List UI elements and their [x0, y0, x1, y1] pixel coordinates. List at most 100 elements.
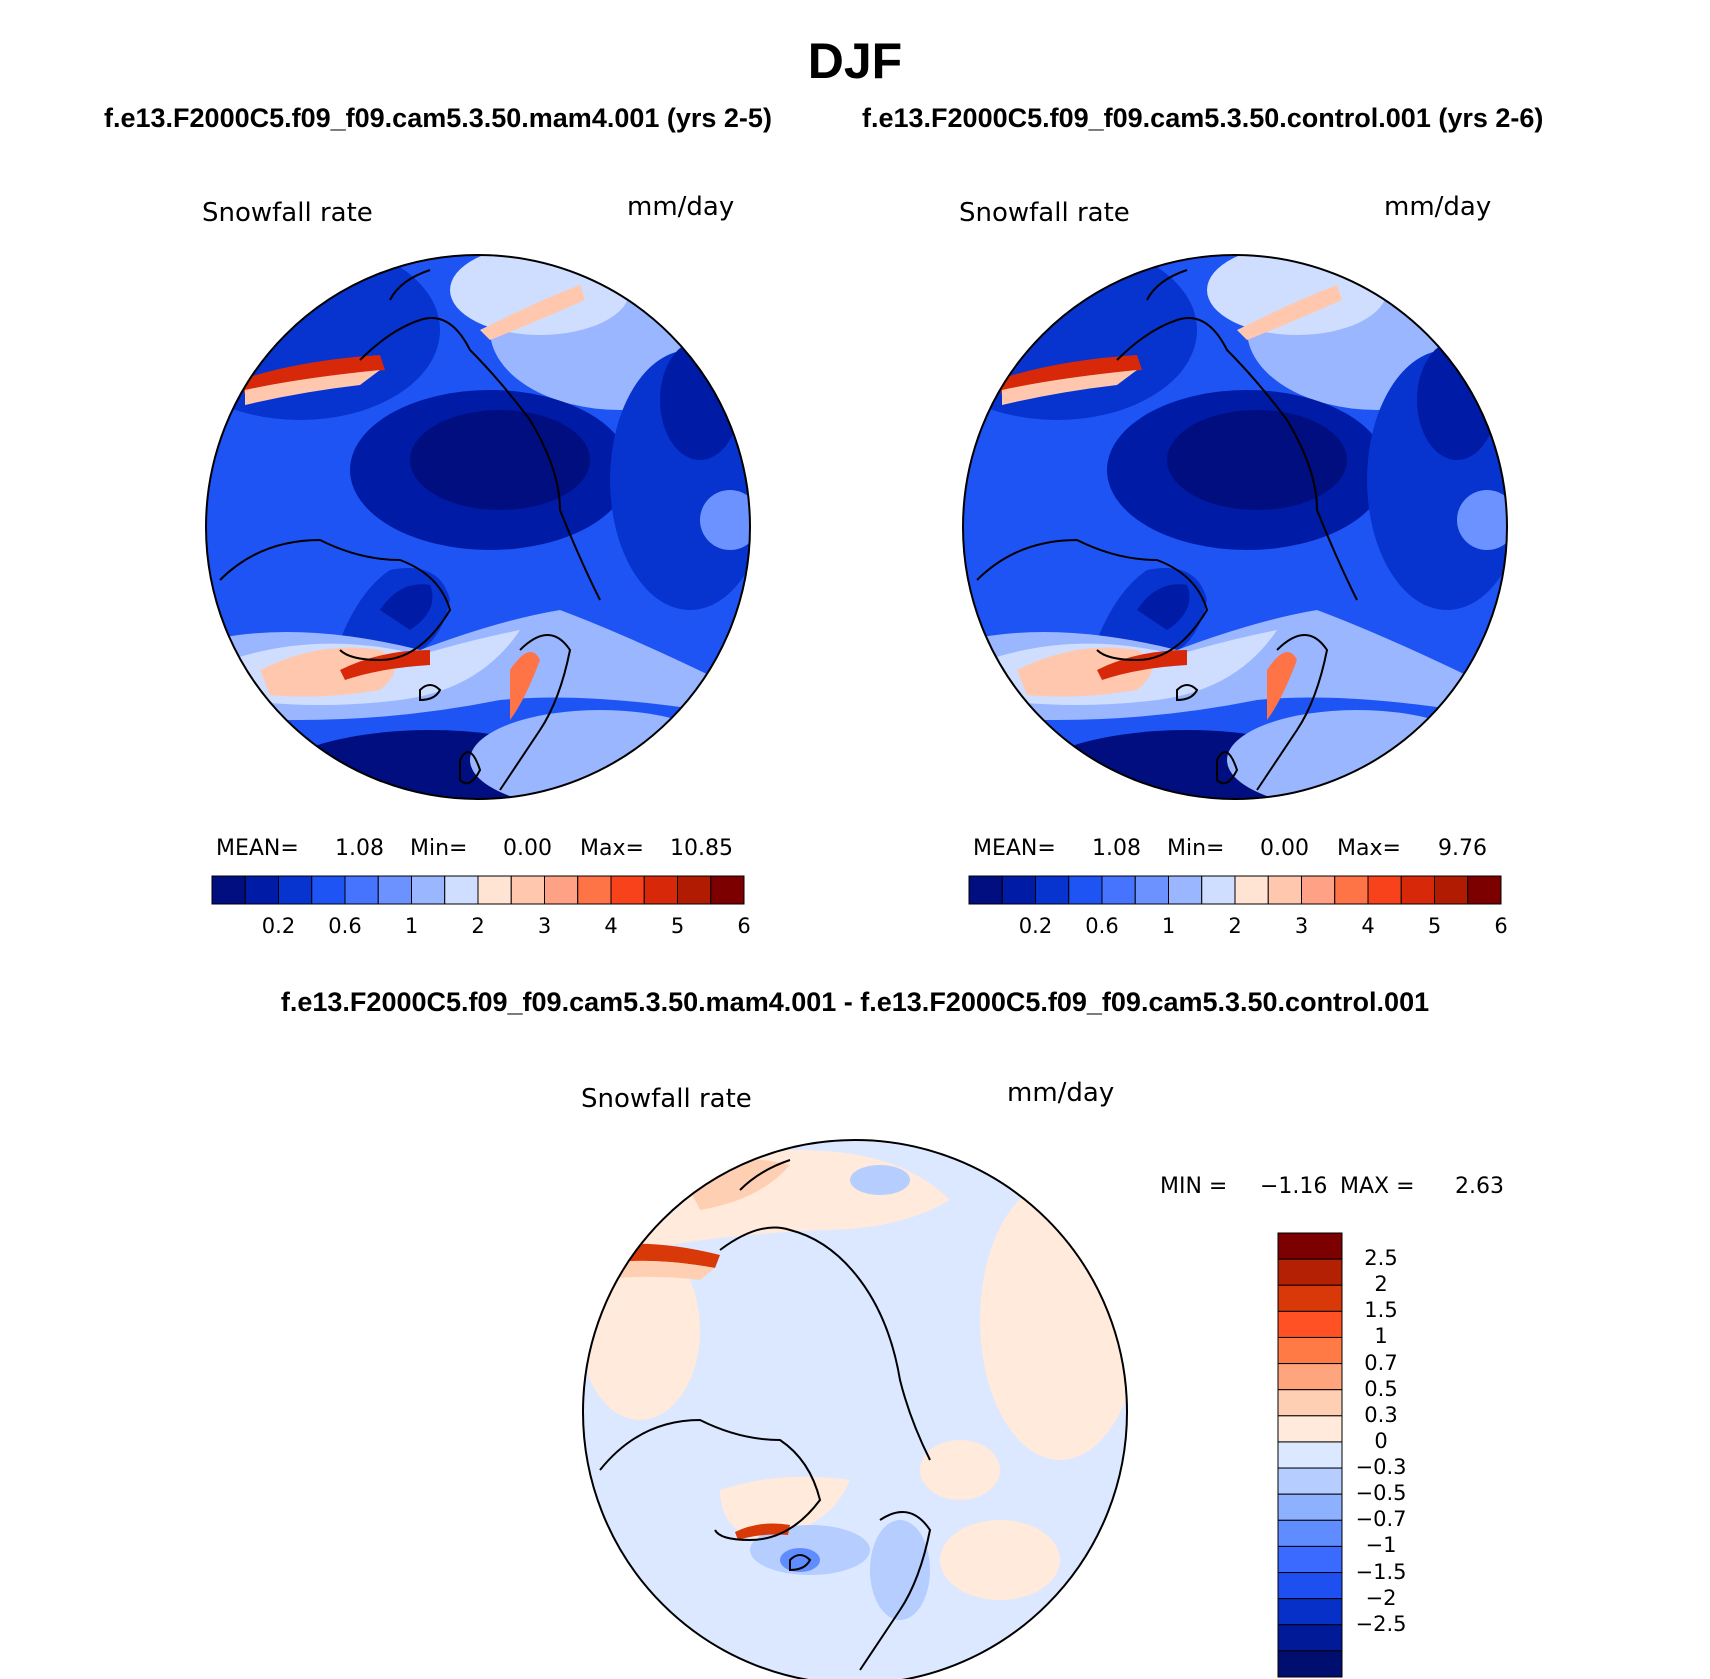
- panel2-colorbar-box: [1234, 875, 1269, 905]
- panel3-colorbar-tick-label: −0.7: [1355, 1507, 1407, 1532]
- panel3-colorbar-box: [1277, 1650, 1343, 1678]
- panel2-colorbar-box: [1101, 875, 1136, 905]
- panel2-colorbar-tick-label: 1: [1161, 914, 1176, 938]
- panel2-min-label: Min=: [1167, 836, 1225, 861]
- subtitle-mam4: f.e13.F2000C5.f09_f09.cam5.3.50.mam4.001…: [104, 103, 772, 133]
- panel1-colorbar-box: [544, 875, 579, 905]
- panel3-colorbar-tick-label: −1.5: [1355, 1559, 1407, 1584]
- panel2-colorbar-box: [968, 875, 1003, 905]
- panel3-colorbar-tick-label: −0.5: [1355, 1481, 1407, 1506]
- subtitle-control: f.e13.F2000C5.f09_f09.cam5.3.50.control.…: [862, 103, 1544, 133]
- panel1-colorbar-box: [244, 875, 279, 905]
- panel3-min-value: −1.16: [1260, 1174, 1328, 1199]
- panel1-colorbar-tick-label: 1: [404, 914, 419, 938]
- panel3-colorbar-tick-label: 0: [1374, 1428, 1388, 1453]
- panel3-colorbar-tick-label: −1: [1365, 1533, 1397, 1558]
- panel1-colorbar-box: [477, 875, 512, 905]
- panel2-colorbar-box: [1400, 875, 1435, 905]
- panel2-colorbar-tick-label: 3: [1294, 914, 1309, 938]
- panel3-colorbar-box: [1277, 1624, 1343, 1652]
- panel3-colorbar-tick-label: 1: [1374, 1324, 1388, 1349]
- panel1-colorbar-box: [411, 875, 446, 905]
- panel1-max-label: Max=: [580, 836, 644, 861]
- panel2-colorbar-box: [1201, 875, 1236, 905]
- panel3-colorbar-tick-label: 2.5: [1364, 1246, 1398, 1271]
- panel2-colorbar-tick-label: 4: [1361, 914, 1375, 938]
- panel1-colorbar-tick-label: 6: [737, 914, 751, 938]
- panel3-colorbar-box: [1277, 1545, 1343, 1574]
- panel3-colorbar-box: [1277, 1310, 1343, 1338]
- panel1-units-label: mm/day: [627, 192, 735, 222]
- panel2-colorbar-tick-label: 2: [1228, 914, 1242, 938]
- panel2-min-value: 0.00: [1260, 836, 1309, 861]
- panel1-colorbar-box: [344, 875, 379, 905]
- panel3-colorbar-tick-label: −2: [1365, 1585, 1397, 1610]
- panel2-colorbar-tick-label: 0.6: [1085, 914, 1119, 938]
- panel1-mean-label: MEAN=: [216, 836, 299, 861]
- panel3-colorbar-box: [1277, 1258, 1343, 1286]
- panel3-colorbar-box: [1277, 1441, 1343, 1469]
- panel3-max-label: MAX =: [1340, 1174, 1415, 1199]
- panel3-min-label: MIN =: [1160, 1174, 1228, 1199]
- panel1-min-label: Min=: [410, 836, 468, 861]
- panel1-colorbar-box: [377, 875, 412, 905]
- panel3-units-label: mm/day: [1007, 1078, 1115, 1108]
- panel1-colorbar-tick-label: 5: [670, 914, 685, 938]
- panel3-colorbar-box: [1277, 1598, 1343, 1626]
- panel3-colorbar-box: [1277, 1389, 1343, 1417]
- panel3-colorbar-tick-label: −0.3: [1355, 1455, 1407, 1480]
- panel3-colorbar-box: [1277, 1493, 1343, 1521]
- panel1-colorbar: [211, 875, 745, 905]
- season-title: DJF: [807, 33, 903, 89]
- panel2-colorbar-box: [1267, 875, 1302, 905]
- subtitle-difference: f.e13.F2000C5.f09_f09.cam5.3.50.mam4.001…: [280, 987, 1430, 1017]
- panel1-mean-value: 1.08: [335, 836, 384, 861]
- panel2-colorbar-box: [1068, 875, 1103, 905]
- panel2-colorbar-box: [1035, 875, 1070, 905]
- panel2-colorbar-box: [1434, 875, 1469, 905]
- panel2-colorbar-box: [1334, 875, 1369, 905]
- panel3-colorbar-tick-label: 0.3: [1364, 1402, 1398, 1427]
- panel1-colorbar-box: [643, 875, 678, 905]
- panel2-max-value: 9.76: [1438, 836, 1487, 861]
- panel2-colorbar-tick-label: 0.2: [1018, 914, 1053, 938]
- panel2-units-label: mm/day: [1384, 192, 1492, 222]
- panel3-max-value: 2.63: [1455, 1174, 1504, 1199]
- panel3-colorbar-box: [1277, 1363, 1343, 1391]
- panel1-colorbar-box: [677, 875, 712, 905]
- panel1-colorbar-tick-label: 2: [471, 914, 485, 938]
- panel3-colorbar-tick-label: 0.7: [1364, 1350, 1398, 1375]
- panel2-colorbar-box: [1001, 875, 1036, 905]
- panel3-colorbar-box: [1277, 1415, 1343, 1443]
- panel1-colorbar-box: [710, 875, 745, 905]
- panel1-colorbar-box: [311, 875, 346, 905]
- panel3-colorbar-box: [1277, 1284, 1343, 1312]
- panel1-colorbar-tick-label: 0.6: [328, 914, 362, 938]
- panel1-colorbar-tick-label: 4: [604, 914, 618, 938]
- panel2-colorbar-box: [1168, 875, 1203, 905]
- panel2-colorbar-tick-label: 5: [1427, 914, 1442, 938]
- panel1-variable-label: Snowfall rate: [202, 198, 373, 228]
- panel3-colorbar-box: [1277, 1519, 1343, 1547]
- panel1-max-value: 10.85: [670, 836, 733, 861]
- panel3-colorbar: [1277, 1232, 1343, 1678]
- panel2-colorbar: [968, 875, 1502, 905]
- panel3-colorbar-box: [1277, 1336, 1343, 1365]
- panel1-colorbar-box: [278, 875, 313, 905]
- panel3-colorbar-tick-label: 1.5: [1364, 1298, 1398, 1323]
- panel3-colorbar-box: [1277, 1232, 1343, 1260]
- panel1-min-value: 0.00: [503, 836, 552, 861]
- panel2-variable-label: Snowfall rate: [959, 198, 1130, 228]
- panel2-colorbar-box: [1467, 875, 1502, 905]
- panel3-variable-label: Snowfall rate: [581, 1084, 752, 1114]
- panel3-colorbar-tick-label: 2: [1374, 1272, 1388, 1297]
- panel3-colorbar-tick-label: 0.5: [1364, 1376, 1398, 1401]
- panel1-colorbar-box: [211, 875, 246, 905]
- panel1-colorbar-box: [577, 875, 612, 905]
- panel2-max-label: Max=: [1337, 836, 1401, 861]
- panel3-colorbar-tick-label: −2.5: [1355, 1611, 1407, 1636]
- panel3-colorbar-box: [1277, 1572, 1343, 1600]
